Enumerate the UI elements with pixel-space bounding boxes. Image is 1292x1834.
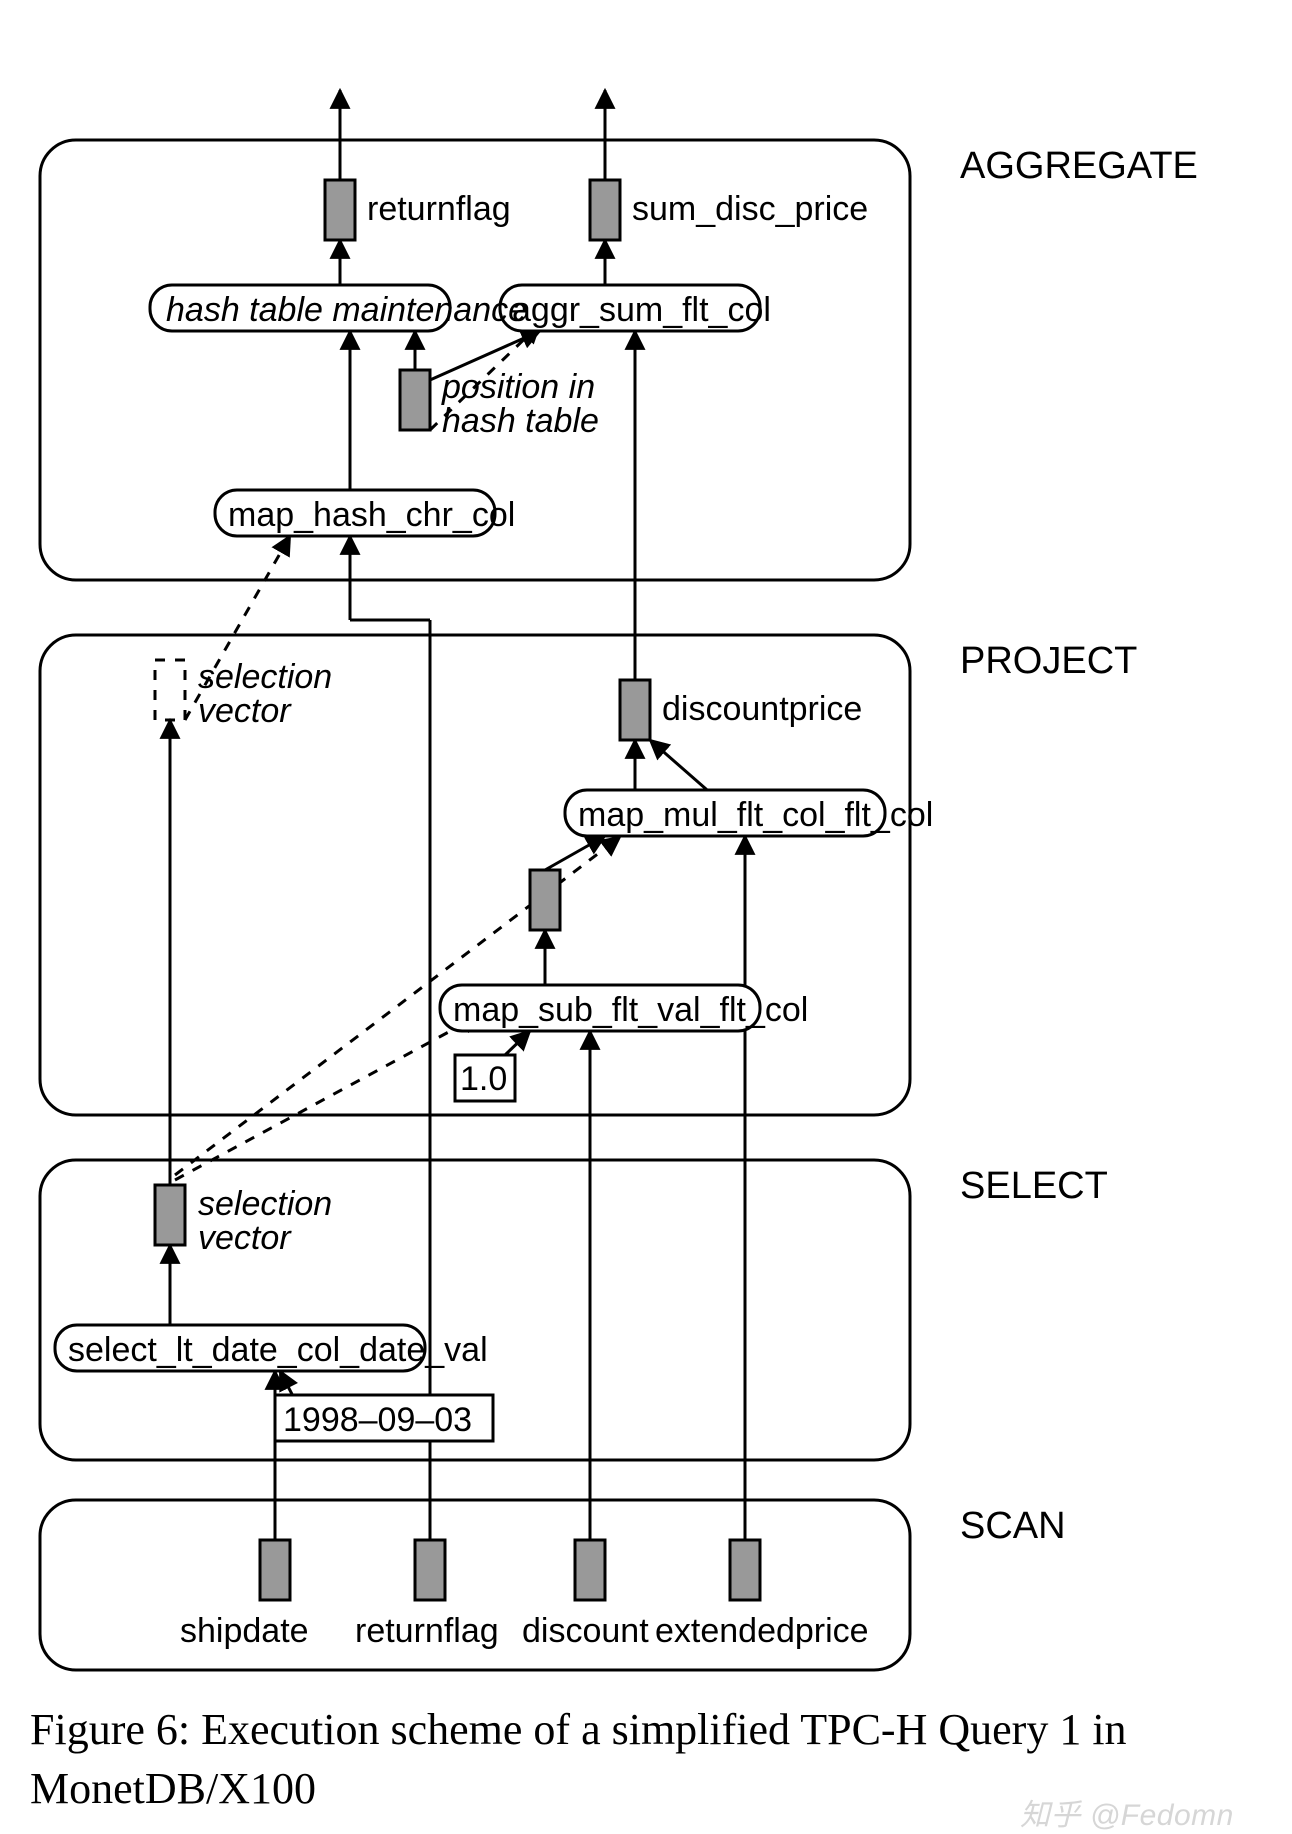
stage-label-project: PROJECT <box>960 640 1137 683</box>
vec-proj_sel_vec <box>155 660 185 720</box>
label-scan-discount: discount <box>522 1612 649 1651</box>
label-sel-vec-2: vector <box>198 1219 291 1258</box>
const-1: 1.0 <box>460 1060 507 1099</box>
op-map-hash: map_hash_chr_col <box>228 496 515 535</box>
vec-scan_returnflag <box>415 1540 445 1600</box>
op-aggr-sum: aggr_sum_flt_col <box>512 291 771 330</box>
stage-label-select: SELECT <box>960 1165 1108 1208</box>
vec-proj_midbox <box>530 870 560 930</box>
label-proj-selvec-2: vector <box>198 692 291 731</box>
op-select-lt: select_lt_date_col_date_val <box>68 1331 488 1370</box>
label-scan-returnflag: returnflag <box>355 1612 499 1651</box>
edge <box>545 836 605 870</box>
label-scan-shipdate: shipdate <box>180 1612 309 1651</box>
vec-sel_vec <box>155 1185 185 1245</box>
vec-scan_discount <box>575 1540 605 1600</box>
vec-agg_returnflag <box>325 180 355 240</box>
label-returnflag-out: returnflag <box>367 190 511 229</box>
vec-scan_shipdate <box>260 1540 290 1600</box>
vec-pos_hash <box>400 370 430 430</box>
stage-label-aggregate: AGGREGATE <box>960 145 1198 188</box>
watermark: 知乎 @Fedomn <box>1020 1790 1234 1834</box>
op-map-sub: map_sub_flt_val_flt_col <box>453 991 808 1030</box>
vec-agg_sumdisc <box>590 180 620 240</box>
edge <box>505 1031 530 1055</box>
label-sumdisc-out: sum_disc_price <box>632 190 868 229</box>
vec-scan_extprice <box>730 1540 760 1600</box>
stage-label-scan: SCAN <box>960 1505 1066 1548</box>
op-map-mul: map_mul_flt_col_flt_col <box>578 796 933 835</box>
const-date: 1998–09–03 <box>283 1401 472 1440</box>
edge <box>175 1015 480 1180</box>
label-discountprice: discountprice <box>662 690 862 729</box>
diagram-stage: AGGREGATE PROJECT SELECT SCAN returnflag… <box>0 0 1292 1834</box>
label-pos-hash-2: hash table <box>442 402 599 441</box>
diagram-svg <box>0 0 1292 1834</box>
vec-proj_discprice <box>620 680 650 740</box>
op-hash-maintenance: hash table maintenance <box>166 291 527 330</box>
label-scan-extprice: extendedprice <box>655 1612 869 1651</box>
